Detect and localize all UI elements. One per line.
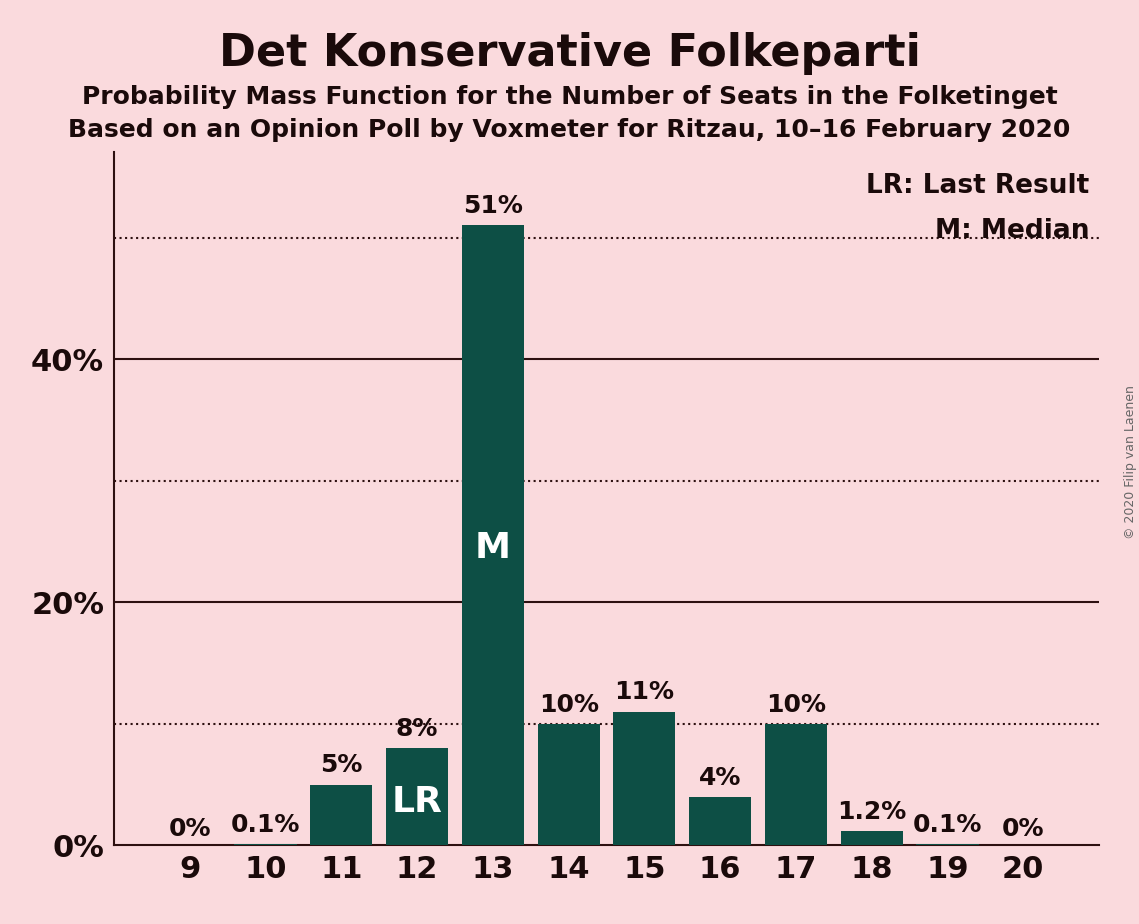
Bar [765, 723, 827, 845]
Text: 10%: 10% [539, 693, 599, 717]
Bar [310, 784, 372, 845]
Text: 0.1%: 0.1% [231, 813, 301, 837]
Text: 10%: 10% [765, 693, 826, 717]
Text: 0%: 0% [169, 817, 211, 841]
Text: 51%: 51% [462, 194, 523, 218]
Text: LR: Last Result: LR: Last Result [866, 174, 1089, 200]
Text: Based on an Opinion Poll by Voxmeter for Ritzau, 10–16 February 2020: Based on an Opinion Poll by Voxmeter for… [68, 118, 1071, 142]
Text: Det Konservative Folkeparti: Det Konservative Folkeparti [219, 32, 920, 76]
Text: M: M [475, 530, 511, 565]
Text: 1.2%: 1.2% [837, 799, 907, 823]
Bar [461, 225, 524, 845]
Bar [689, 796, 752, 845]
Text: © 2020 Filip van Laenen: © 2020 Filip van Laenen [1124, 385, 1137, 539]
Bar [613, 711, 675, 845]
Text: 0%: 0% [1002, 817, 1044, 841]
Text: 4%: 4% [699, 765, 741, 789]
Text: 8%: 8% [396, 717, 439, 741]
Text: M: Median: M: Median [935, 218, 1089, 244]
Text: 0.1%: 0.1% [912, 813, 982, 837]
Bar [841, 831, 903, 845]
Text: LR: LR [392, 784, 443, 819]
Text: 5%: 5% [320, 753, 362, 777]
Bar [538, 723, 600, 845]
Text: Probability Mass Function for the Number of Seats in the Folketinget: Probability Mass Function for the Number… [82, 85, 1057, 109]
Bar [386, 748, 448, 845]
Text: 11%: 11% [614, 680, 674, 704]
